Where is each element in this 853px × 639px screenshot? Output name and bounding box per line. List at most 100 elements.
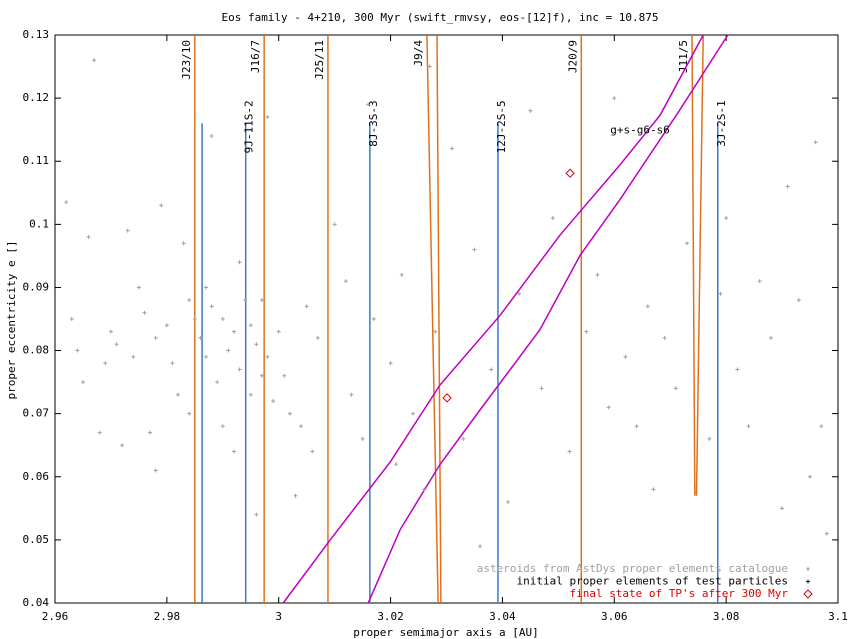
point <box>310 449 315 454</box>
y-tick-label: 0.1 <box>29 217 49 230</box>
curve <box>695 34 704 496</box>
point <box>757 279 762 284</box>
y-tick-label: 0.08 <box>23 344 50 357</box>
point <box>612 96 617 101</box>
point <box>567 449 572 454</box>
point <box>271 399 276 404</box>
point <box>506 500 511 505</box>
point <box>136 285 141 290</box>
point <box>410 411 415 416</box>
y-tick-label: 0.06 <box>23 470 50 483</box>
point <box>187 298 192 303</box>
point <box>120 443 125 448</box>
point <box>142 310 147 315</box>
point <box>489 367 494 372</box>
point <box>153 468 158 473</box>
y-axis-label: proper eccentricity e [] <box>5 241 18 400</box>
x-tick-label: 2.96 <box>42 610 69 623</box>
x-tick-label: 3.04 <box>489 610 516 623</box>
y-tick-label: 0.11 <box>23 154 50 167</box>
curve <box>367 34 729 604</box>
point <box>819 424 824 429</box>
point <box>645 304 650 309</box>
x-tick-label: 3.1 <box>828 610 848 623</box>
point <box>181 241 186 246</box>
point <box>366 102 371 107</box>
y-tick-label: 0.13 <box>23 28 50 41</box>
curve <box>426 34 439 604</box>
plot-frame <box>54 34 839 604</box>
point <box>785 184 790 189</box>
curve <box>282 34 704 604</box>
point <box>315 335 320 340</box>
point <box>220 317 225 321</box>
point <box>265 115 270 120</box>
point <box>64 200 69 205</box>
point <box>343 279 348 284</box>
point <box>187 411 192 416</box>
point <box>539 386 544 391</box>
point <box>215 380 220 385</box>
point <box>360 436 365 441</box>
y-tick-label: 0.07 <box>23 407 50 420</box>
point <box>623 354 628 359</box>
point <box>131 354 136 359</box>
point <box>220 424 225 429</box>
point <box>673 386 678 391</box>
point <box>170 361 175 366</box>
x-tick-label: 3.02 <box>377 610 404 623</box>
point <box>768 335 773 340</box>
point <box>254 512 259 517</box>
legend-marker <box>806 579 810 584</box>
point <box>153 335 158 340</box>
point <box>606 405 611 410</box>
point <box>248 323 253 328</box>
point <box>565 168 575 178</box>
point <box>164 323 169 328</box>
legend-label: final state of TP's after 300 Myr <box>569 587 788 600</box>
point <box>824 531 829 536</box>
resonance-label: 3J-2S-1 <box>715 100 728 146</box>
point <box>92 58 97 63</box>
point <box>813 140 818 145</box>
point <box>209 304 214 309</box>
point <box>265 354 270 359</box>
point <box>259 373 264 378</box>
point <box>349 392 354 397</box>
point <box>243 298 248 303</box>
legend-label: asteroids from AstDys proper elements ca… <box>477 562 788 575</box>
point <box>634 424 639 429</box>
point <box>176 392 181 397</box>
point <box>433 329 438 334</box>
y-tick-label: 0.12 <box>23 91 50 104</box>
point <box>517 291 522 296</box>
curve <box>436 34 442 604</box>
point <box>746 424 751 429</box>
point <box>192 317 197 321</box>
resonance-label: J20/9 <box>566 40 579 73</box>
point <box>808 474 813 479</box>
point <box>394 462 399 467</box>
legend-marker <box>803 589 813 599</box>
point <box>399 272 404 277</box>
x-tick-label: 3.06 <box>601 610 628 623</box>
point <box>114 342 119 347</box>
curve <box>691 34 696 496</box>
point <box>231 329 236 334</box>
point <box>332 222 337 227</box>
point <box>209 133 214 138</box>
point <box>80 380 85 385</box>
point <box>282 373 287 378</box>
point <box>450 146 455 151</box>
point <box>108 329 113 334</box>
point <box>780 506 785 511</box>
point <box>724 216 729 221</box>
point <box>103 361 108 366</box>
resonance-label: 9J-11S-2 <box>243 100 256 153</box>
chart-title: Eos family - 4+210, 300 Myr (swift_rmvsy… <box>221 11 658 24</box>
y-tick-label: 0.04 <box>23 596 50 609</box>
point <box>259 298 264 303</box>
point <box>304 304 309 309</box>
point <box>237 367 242 372</box>
